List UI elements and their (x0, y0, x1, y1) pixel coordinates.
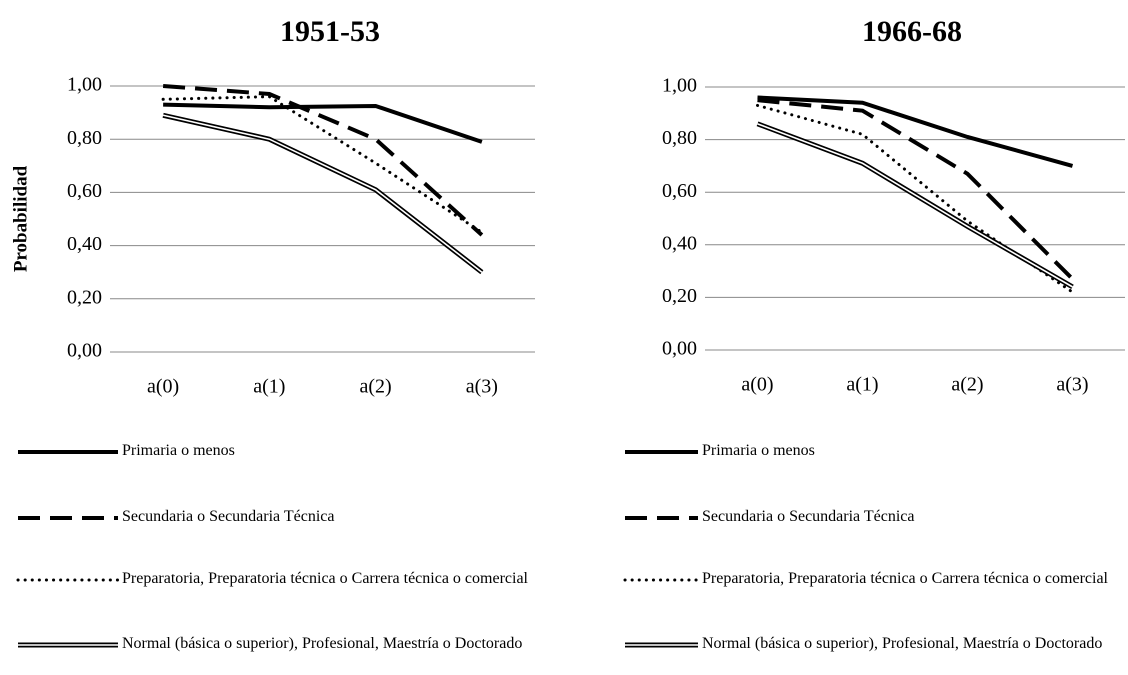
series-line (756, 103, 1074, 294)
y-tick-label: 0,60 (662, 180, 697, 202)
legend-label: Secundaria o Secundaria Técnica (702, 508, 915, 525)
legend-label: Normal (básica o superior), Profesional,… (122, 635, 523, 652)
y-tick-label: 0,20 (67, 286, 102, 308)
chart-title: 1966-68 (862, 15, 962, 48)
y-tick-label: 1,00 (67, 74, 102, 96)
x-tick-label: a(2) (951, 374, 983, 396)
y-tick-label: 0,00 (67, 340, 102, 362)
series-line-inner (757, 123, 1073, 288)
y-tick-label: 0,60 (67, 180, 102, 202)
y-axis-title: Probabilidad (10, 165, 31, 272)
series-line (756, 121, 1074, 290)
legend-label: Primaria o menos (702, 442, 815, 459)
legend-label: Secundaria o Secundaria Técnica (122, 508, 335, 525)
x-tick-label: a(3) (1056, 374, 1088, 396)
series-line (757, 98, 1074, 281)
y-tick-label: 0,40 (662, 232, 697, 254)
y-tick-label: 0,80 (67, 127, 102, 149)
y-tick-label: 0,20 (662, 285, 697, 307)
y-tick-label: 0,80 (662, 127, 697, 149)
x-tick-label: a(1) (253, 376, 285, 398)
legend-label: Preparatoria, Preparatoria técnica o Car… (122, 570, 528, 587)
x-tick-label: a(0) (741, 374, 773, 396)
series-line (161, 95, 484, 234)
y-tick-label: 0,00 (662, 338, 697, 360)
series-line (757, 95, 1074, 168)
legend-label: Preparatoria, Preparatoria técnica o Car… (702, 570, 1108, 587)
x-tick-label: a(0) (147, 376, 179, 398)
series-line (163, 102, 483, 144)
legend-label: Normal (básica o superior), Profesional,… (702, 635, 1103, 652)
y-tick-label: 0,40 (67, 233, 102, 255)
series-line (162, 84, 484, 237)
series-line-inner (162, 114, 483, 273)
y-tick-label: 1,00 (662, 75, 697, 97)
x-tick-label: a(3) (466, 376, 498, 398)
x-tick-label: a(2) (360, 376, 392, 398)
x-tick-label: a(1) (846, 374, 878, 396)
chart-title: 1951-53 (280, 15, 380, 48)
legend-label: Primaria o menos (122, 442, 235, 459)
